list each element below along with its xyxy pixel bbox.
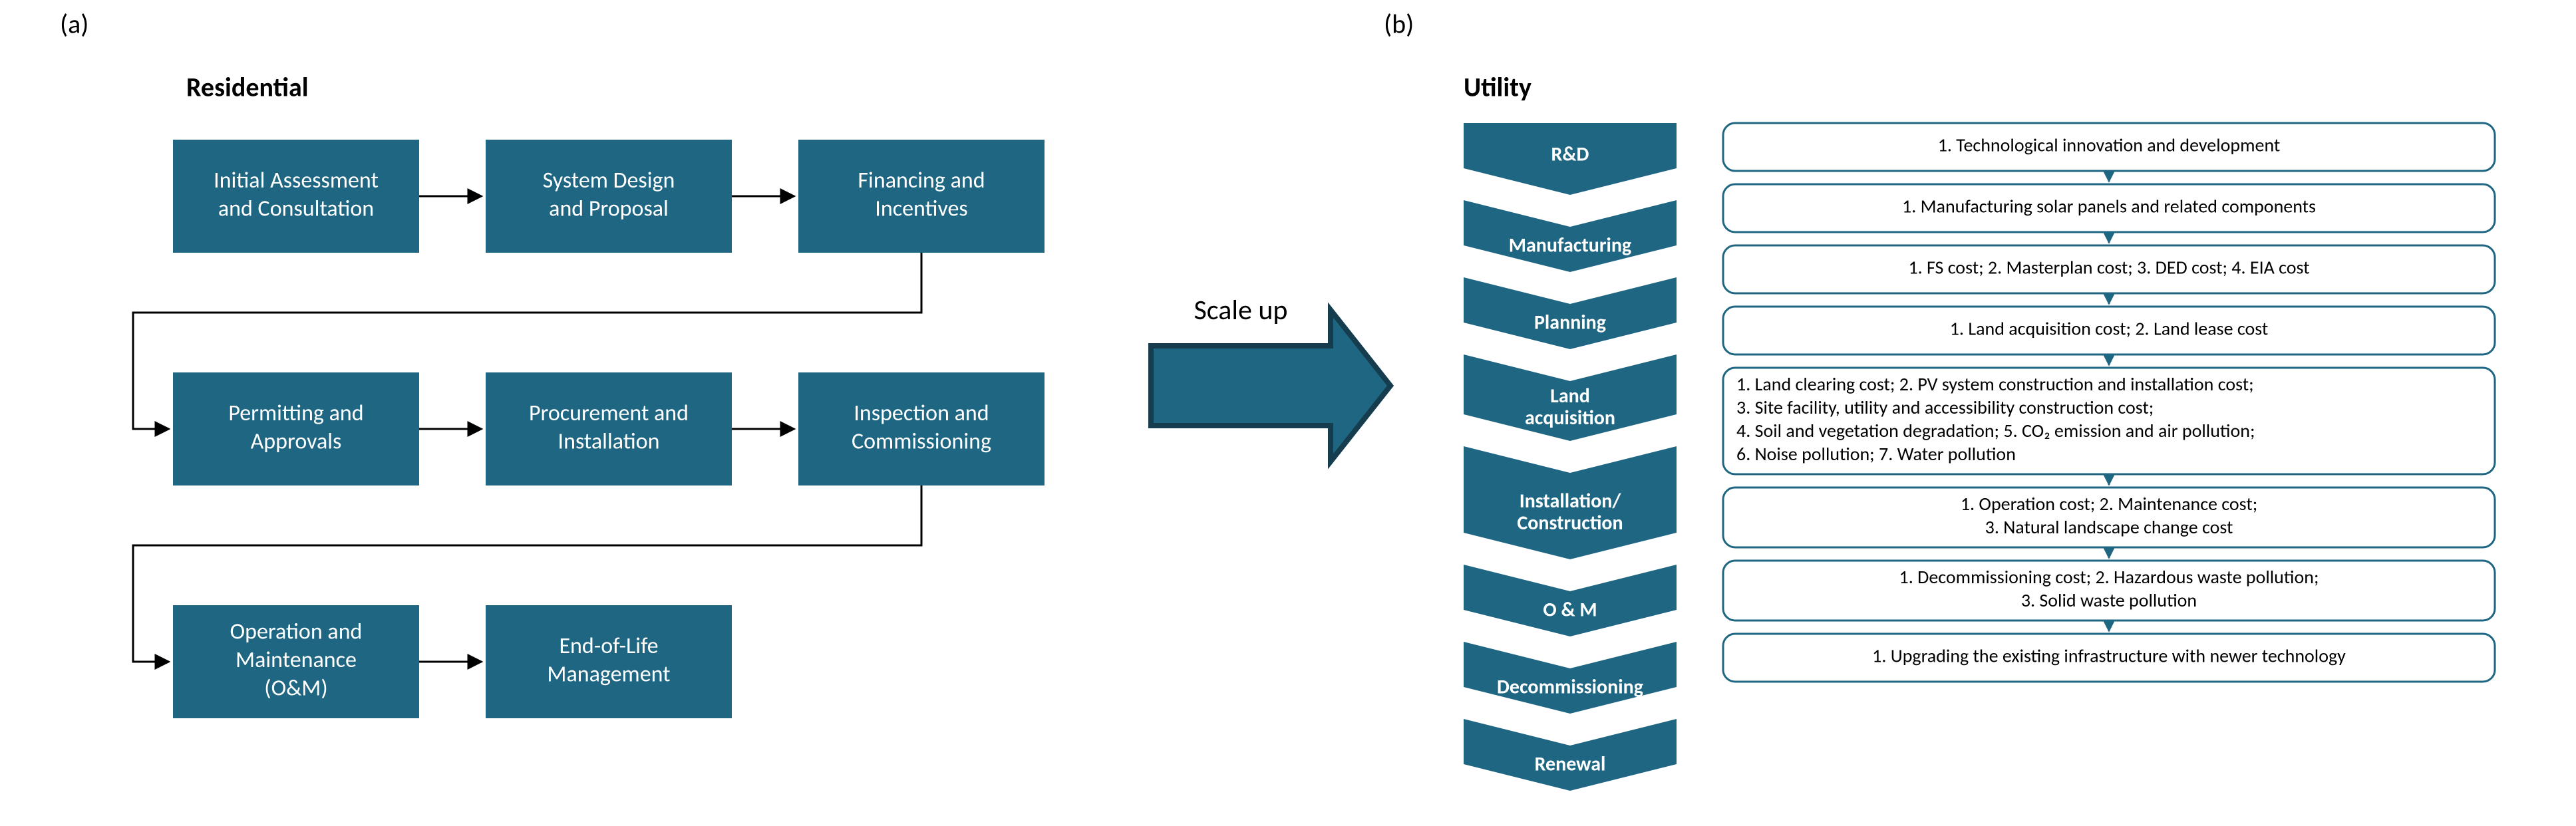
svg-text:3. Solid waste pollution: 3. Solid waste pollution bbox=[2021, 589, 2197, 612]
svg-text:R&D: R&D bbox=[1551, 142, 1589, 166]
svg-text:6. Noise pollution; 7. Water p: 6. Noise pollution; 7. Water pollution bbox=[1736, 442, 2016, 466]
svg-text:Land: Land bbox=[1550, 384, 1590, 408]
panel-a-header: Residential bbox=[186, 71, 309, 104]
svg-text:Procurement and: Procurement and bbox=[529, 400, 689, 427]
svg-text:and Consultation: and Consultation bbox=[218, 195, 374, 222]
svg-text:Installation: Installation bbox=[558, 428, 660, 455]
process-box: Operation andMaintenance(O&M) bbox=[173, 605, 419, 718]
svg-text:1. Upgrading the existing infr: 1. Upgrading the existing infrastructure… bbox=[1872, 644, 2346, 668]
svg-text:(O&M): (O&M) bbox=[264, 675, 327, 702]
svg-text:Permitting and: Permitting and bbox=[228, 400, 363, 427]
process-box: End-of-LifeManagement bbox=[486, 605, 732, 718]
svg-text:Manufacturing: Manufacturing bbox=[1509, 233, 1631, 257]
svg-text:Installation/: Installation/ bbox=[1520, 489, 1622, 513]
svg-text:4. Soil and vegetation degrada: 4. Soil and vegetation degradation; 5. C… bbox=[1736, 419, 2255, 442]
svg-text:Management: Management bbox=[547, 660, 670, 688]
svg-text:Decommissioning: Decommissioning bbox=[1497, 674, 1643, 699]
svg-text:1. Land acquisition cost; 2.: 1. Land acquisition cost; 2. Land lease … bbox=[1950, 317, 2269, 341]
svg-text:Approvals: Approvals bbox=[251, 428, 342, 455]
svg-text:1. Manufacturing solar panels: 1. Manufacturing solar panels and relate… bbox=[1902, 195, 2316, 218]
svg-text:1. Decommissioning cost; 2. Ha: 1. Decommissioning cost; 2. Hazardous wa… bbox=[1899, 565, 2319, 589]
diagram-canvas: (a) Residential Initial Assessmentand Cons… bbox=[0, 0, 2576, 826]
panel-b-label: (b) bbox=[1384, 8, 1414, 41]
scale-up-label: Scale up bbox=[1194, 293, 1288, 327]
svg-text:System Design: System Design bbox=[543, 167, 675, 194]
scale-up-arrow bbox=[1151, 310, 1390, 462]
svg-text:Incentives: Incentives bbox=[875, 195, 967, 222]
svg-text:O & M: O & M bbox=[1543, 597, 1597, 622]
svg-text:Commissioning: Commissioning bbox=[852, 428, 991, 455]
process-box: Financing andIncentives bbox=[798, 140, 1045, 253]
svg-text:and Proposal: and Proposal bbox=[549, 195, 669, 222]
svg-text:Renewal: Renewal bbox=[1535, 752, 1606, 776]
svg-text:1. Land clearing cost; 2. PV s: 1. Land clearing cost; 2. PV system cons… bbox=[1736, 372, 2254, 396]
process-box: System Designand Proposal bbox=[486, 140, 732, 253]
svg-text:Operation and: Operation and bbox=[230, 619, 363, 646]
svg-text:Construction: Construction bbox=[1517, 511, 1623, 535]
svg-text:1. Operation cost; 2. Maintena: 1. Operation cost; 2. Maintenance cost; bbox=[1961, 492, 2257, 515]
svg-text:Planning: Planning bbox=[1534, 310, 1606, 335]
svg-text:acquisition: acquisition bbox=[1525, 406, 1615, 430]
process-box: Permitting andApprovals bbox=[173, 372, 419, 485]
svg-text:End-of-Life: End-of-Life bbox=[559, 632, 658, 660]
process-box: Procurement andInstallation bbox=[486, 372, 732, 485]
svg-text:Maintenance: Maintenance bbox=[236, 646, 357, 674]
panel-b-header: Utility bbox=[1464, 71, 1531, 104]
process-box: Inspection andCommissioning bbox=[798, 372, 1045, 485]
svg-text:1. Technological innovation an: 1. Technological innovation and developm… bbox=[1938, 134, 2281, 157]
svg-text:3. Natural landscape change co: 3. Natural landscape change cost bbox=[1985, 515, 2233, 539]
svg-text:Inspection and: Inspection and bbox=[854, 400, 989, 427]
svg-text:Financing and: Financing and bbox=[858, 167, 985, 194]
svg-text:1. FS cost; 2. Masterplan cost: 1. FS cost; 2. Masterplan cost; 3. DED c… bbox=[1908, 256, 2309, 279]
svg-text:Initial Assessment: Initial Assessment bbox=[214, 167, 379, 194]
panel-a-label: (a) bbox=[60, 8, 88, 41]
process-box: Initial Assessmentand Consultation bbox=[173, 140, 419, 253]
svg-text:3. Site facility, utility and: 3. Site facility, utility and accessibil… bbox=[1736, 396, 2154, 419]
